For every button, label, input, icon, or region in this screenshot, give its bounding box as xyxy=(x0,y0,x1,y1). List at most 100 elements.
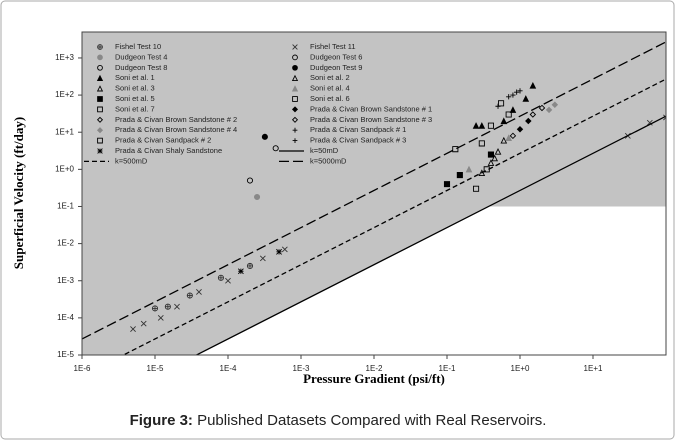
legend-label: Fishel Test 10 xyxy=(115,42,161,51)
y-tick-label: 1E-3 xyxy=(57,276,74,285)
legend-label: Soni et al. 2 xyxy=(310,73,350,82)
data-point xyxy=(196,288,202,295)
reference-line xyxy=(122,78,666,355)
legend-label: Soni et al. 1 xyxy=(115,73,155,82)
data-point xyxy=(646,119,653,126)
legend-label: Prada & Civan Brown Sandstone # 2 xyxy=(115,115,237,124)
data-point xyxy=(529,81,537,89)
data-point xyxy=(516,126,524,133)
data-point xyxy=(237,268,244,275)
legend-label: Prada & Civan Shaly Sandstone xyxy=(115,146,222,155)
data-point xyxy=(272,145,279,152)
reference-line xyxy=(195,115,666,355)
caption: Figure 3: Published Datasets Compared wi… xyxy=(130,412,547,429)
legend-marker xyxy=(97,106,103,113)
data-point xyxy=(487,122,494,129)
data-point xyxy=(483,166,490,173)
data-point xyxy=(456,172,463,179)
legend-label: Prada & Civan Sandpack # 2 xyxy=(115,136,211,145)
data-point xyxy=(478,122,486,129)
caption-text: Published Datasets Compared with Real Re… xyxy=(193,412,547,429)
x-tick-label: 1E-1 xyxy=(439,364,456,373)
legend-marker xyxy=(291,85,299,92)
data-point xyxy=(465,165,473,173)
legend-marker xyxy=(291,74,299,82)
x-tick-label: 1E-4 xyxy=(220,364,237,373)
data-point xyxy=(246,177,254,184)
y-tick-label: 1E+3 xyxy=(55,53,74,62)
data-point xyxy=(472,122,480,129)
legend-marker xyxy=(97,54,103,61)
legend-marker xyxy=(97,44,103,50)
legend-marker xyxy=(97,148,103,154)
data-point xyxy=(510,92,516,98)
data-point xyxy=(487,151,494,158)
data-point xyxy=(494,148,502,155)
legend-label: Dudgeon Test 8 xyxy=(115,63,167,72)
data-point xyxy=(551,101,559,108)
data-point xyxy=(174,303,180,310)
data-point xyxy=(506,94,512,100)
legend-marker xyxy=(292,64,298,71)
y-tick-label: 1E-2 xyxy=(57,239,74,248)
legend-marker xyxy=(96,116,104,123)
data-point xyxy=(545,106,553,114)
data-point xyxy=(186,292,193,299)
reference-line xyxy=(82,41,666,340)
legend-marker xyxy=(292,44,298,50)
data-point xyxy=(254,194,261,200)
legend-label: Prada & Civan Sandpack # 3 xyxy=(310,136,406,145)
x-tick-label: 1E-6 xyxy=(74,364,91,373)
data-point xyxy=(487,159,495,166)
legend-marker xyxy=(292,54,298,61)
plot-area xyxy=(82,32,666,355)
legend-marker xyxy=(96,127,104,134)
y-tick-label: 1E+2 xyxy=(55,90,74,99)
data-point xyxy=(522,95,530,102)
data-point xyxy=(497,100,505,107)
legend-label: Prada & Civan Sandpack # 1 xyxy=(310,125,406,134)
data-point xyxy=(130,326,136,332)
y-tick-label: 1E+1 xyxy=(55,127,74,136)
legend-label: Dudgeon Test 6 xyxy=(310,52,362,61)
data-point xyxy=(217,274,224,281)
legend-label: k=50mD xyxy=(310,146,339,155)
y-tick-label: 1E-5 xyxy=(57,350,74,359)
data-point xyxy=(157,314,164,321)
data-point xyxy=(443,181,451,188)
legend-marker xyxy=(97,96,103,102)
legend-marker xyxy=(292,138,298,143)
y-tick-label: 1E+0 xyxy=(55,164,74,173)
legend-marker xyxy=(96,85,104,92)
legend-label: Fishel Test 11 xyxy=(310,42,356,51)
data-point xyxy=(505,134,513,142)
data-point xyxy=(140,320,147,327)
x-tick-label: 1E+0 xyxy=(511,364,530,373)
legend-label: k=5000mD xyxy=(310,156,347,165)
data-point xyxy=(225,277,231,284)
data-point xyxy=(164,303,171,310)
data-point xyxy=(505,111,512,118)
caption-label: Figure 3: xyxy=(130,412,193,429)
data-point xyxy=(517,88,523,94)
legend-label: k=500mD xyxy=(115,156,148,165)
legend-label: Prada & Civan Brown Sandstone # 3 xyxy=(310,115,432,124)
data-point xyxy=(525,117,532,125)
legend-label: Prada & Civan Brown Sandstone # 4 xyxy=(115,125,237,134)
legend-marker xyxy=(292,127,298,133)
legend-label: Dudgeon Test 9 xyxy=(310,63,362,72)
legend-label: Dudgeon Test 4 xyxy=(115,52,167,61)
legend-marker xyxy=(97,137,103,144)
data-point xyxy=(514,89,520,95)
y-tick-label: 1E-4 xyxy=(57,313,74,322)
y-axis-title: Superficial Velocity (ft/day) xyxy=(11,117,26,269)
data-point xyxy=(538,104,546,112)
legend-label: Soni et al. 7 xyxy=(115,104,155,113)
legend-marker xyxy=(97,64,103,71)
data-point xyxy=(491,154,499,162)
unshaded-region xyxy=(196,206,666,355)
x-tick-label: 1E-2 xyxy=(366,364,383,373)
data-point xyxy=(246,262,254,269)
data-point xyxy=(151,305,159,312)
